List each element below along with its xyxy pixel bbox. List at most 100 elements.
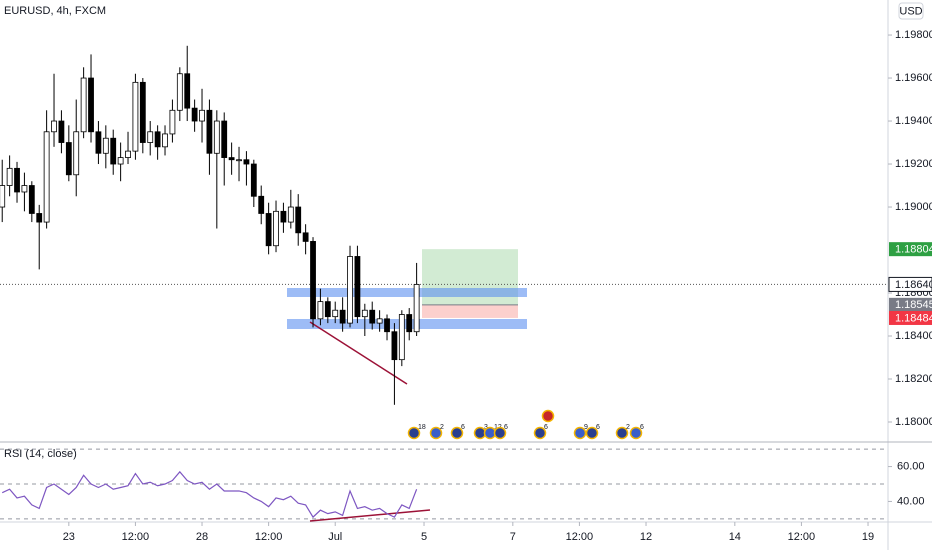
y-tick-label: 1.18000 [895, 416, 932, 428]
y-tick-label: 1.19000 [895, 201, 932, 213]
event-icon [541, 409, 555, 423]
candle-body [213, 120, 220, 154]
candle-body [6, 167, 13, 186]
price-tag-label: 1.18545 [895, 299, 932, 311]
event-count: 2 [626, 424, 630, 431]
candle-body [384, 318, 390, 333]
rsi-tick-label: 40.00 [897, 495, 925, 507]
x-tick-label: 19 [862, 531, 874, 543]
candle-body [361, 309, 368, 318]
candle-body [347, 256, 353, 324]
candle-body [280, 210, 287, 223]
candle-body [243, 159, 250, 165]
candle-body [154, 131, 161, 148]
event-count: 6 [596, 424, 600, 431]
candle-body [147, 131, 154, 143]
candle-body [250, 163, 257, 197]
rsi-tick-label: 60.00 [897, 460, 925, 472]
candle-body [310, 241, 316, 320]
event-count: 6 [461, 424, 465, 431]
candle-body [51, 120, 57, 133]
x-tick-label: 12:00 [255, 531, 283, 543]
candle-body [317, 301, 324, 320]
currency: USD [899, 5, 922, 17]
event-icon [533, 426, 547, 440]
candle-body [169, 109, 176, 135]
price-tag [889, 310, 932, 325]
y-tick-label: 1.18200 [895, 373, 932, 385]
event-icon [493, 426, 507, 440]
candle-body [80, 77, 87, 133]
y-tick-label: 1.19200 [895, 158, 932, 170]
x-tick-label: 23 [63, 531, 75, 543]
candle-body [413, 284, 420, 333]
candle-body [176, 73, 183, 111]
event-icon [573, 426, 587, 440]
candle-body [162, 133, 168, 148]
event-count: 18 [418, 424, 426, 431]
candle-body [406, 314, 413, 333]
candle-body [95, 131, 102, 154]
candle-body [354, 256, 361, 318]
event-icon [629, 426, 643, 440]
rsi-line [1, 470, 418, 519]
y-tick-label: 1.19400 [895, 115, 932, 127]
candle-body [339, 309, 346, 324]
trend-line [309, 321, 408, 385]
event-count: 6 [640, 424, 644, 431]
price-tag [888, 276, 932, 292]
candle-body [258, 195, 265, 214]
rsi-title: RSI (14, close) [4, 448, 77, 460]
price-tag-label: 1.18640 [895, 279, 932, 291]
position-stop [422, 304, 518, 318]
rsi-trend-line [309, 509, 431, 522]
price-tag [889, 242, 932, 257]
candle-body [191, 107, 198, 122]
y-tick-label: 1.19600 [895, 72, 932, 84]
candle-body [236, 159, 242, 162]
candle-body [287, 206, 294, 223]
event-icon [450, 426, 464, 440]
candle-body [206, 109, 213, 154]
candle-body [28, 185, 35, 214]
candle-body [117, 157, 124, 165]
candle-body [324, 301, 331, 318]
x-tick-label: 12 [640, 531, 652, 543]
candle-body [302, 232, 309, 242]
candle-body [43, 131, 50, 223]
chart-title: EURUSD, 4h, FXCM [4, 5, 106, 17]
candle-body [184, 73, 191, 109]
candle-body [273, 210, 279, 247]
candle-body [88, 77, 94, 133]
event-icon [585, 426, 599, 440]
y-tick-label: 1.19800 [895, 29, 932, 41]
event-count: 2 [440, 424, 444, 431]
resistance-zone [287, 288, 527, 297]
candle-body [73, 131, 80, 176]
candle-body [199, 109, 205, 122]
x-tick-label: 14 [729, 531, 741, 543]
event-count: 3 [484, 424, 488, 431]
candle-body [391, 331, 398, 361]
candle-body [132, 81, 139, 152]
price-tag-label: 1.18804 [895, 244, 932, 256]
x-tick-label: 12:00 [122, 531, 150, 543]
currency-box[interactable] [898, 2, 924, 20]
price-tag [889, 297, 932, 312]
candle-body [139, 81, 146, 143]
candle-body [295, 206, 302, 234]
candle-body [369, 309, 376, 324]
event-icon [407, 426, 421, 440]
candle-body [125, 150, 131, 158]
x-tick-label: 5 [421, 531, 427, 543]
candle-body [21, 185, 28, 193]
candle-body [332, 309, 339, 318]
x-tick-label: 7 [510, 531, 516, 543]
event-count: 9 [584, 424, 588, 431]
candle-body [58, 120, 65, 143]
candle-body [228, 157, 235, 161]
x-tick-label: Jul [328, 531, 342, 543]
candle-body [221, 120, 228, 158]
